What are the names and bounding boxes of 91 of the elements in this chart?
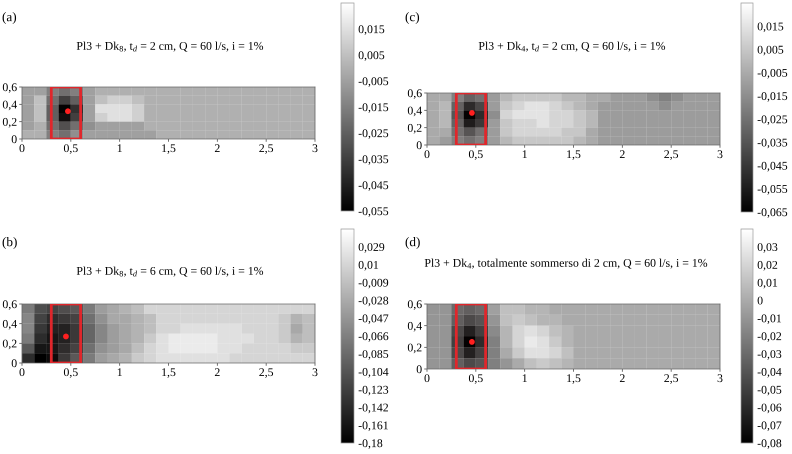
chart-subtitle: Pl3 + Dk$_{8}$, t$_{d}$ = 6 cm, Q = 60 l/s, i = 1%	[76, 266, 264, 277]
x-tick-label: 1,5	[162, 144, 176, 154]
x-tick-label: 0,5	[468, 150, 483, 160]
color-bar-label: -0,18	[358, 439, 382, 449]
color-bar-label: 0,015	[358, 25, 384, 35]
color-bar-label: -0,04	[758, 368, 782, 378]
chart-subtitle: Pl3 + Dk$_{4}$, totalmente sommerso di 2 cm, Q = 60 l/s, i = 1%	[424, 258, 708, 269]
x-tick-label: 2,5	[664, 374, 678, 384]
y-tick-label: 0,2	[2, 340, 16, 350]
color-bar-label: -0,035	[358, 155, 388, 165]
x-tick-label: 2	[214, 368, 220, 376]
color-bar-label: -0,025	[758, 115, 788, 126]
color-bar-label: 0,03	[758, 243, 778, 253]
color-bar-label: -0,08	[758, 439, 782, 449]
y-tick-label: 0,2	[408, 344, 422, 354]
color-bar-label: 0,015	[758, 22, 784, 32]
color-bar-label: 0,005	[358, 51, 384, 61]
x-tick-label: 2,5	[259, 144, 274, 154]
color-bar-label: -0,05	[758, 386, 782, 396]
color-bar-label: -0,045	[358, 181, 388, 191]
color-bar-label: -0,066	[358, 332, 388, 342]
color-bar-label: -0,005	[758, 68, 788, 79]
chart-subtitle: Pl3 + Dk$_{8}$, t$_{d}$ = 2 cm, Q = 60 l/s, i = 1%	[76, 42, 264, 52]
x-tick-label: 2	[620, 150, 625, 158]
x-tick-label: 1	[118, 368, 122, 376]
color-bar-label: 0,029	[358, 243, 384, 253]
x-tick-label: 0	[20, 144, 24, 152]
y-tick-label: 0,4	[408, 106, 422, 116]
color-bar-label: -0,009	[358, 278, 388, 288]
x-tick-label: 1	[522, 374, 527, 382]
color-bar-label: -0,045	[758, 162, 788, 172]
y-tick-label: 0,6	[408, 300, 422, 310]
color-bar-label: -0,015	[758, 92, 788, 102]
color-bar-label: -0,047	[358, 314, 388, 324]
x-tick-label: 1,5	[162, 368, 176, 378]
y-tick-label: 0,6	[2, 300, 17, 310]
y-tick-label: 0	[12, 135, 17, 144]
chart-title: (b)	[2, 237, 17, 249]
y-tick-label: 0	[12, 359, 17, 368]
color-bar-label: -0,035	[758, 138, 788, 148]
x-tick-label: 3	[718, 150, 722, 158]
color-bar-label: -0,055	[358, 207, 388, 217]
x-tick-label: 0,5	[64, 368, 78, 378]
chart-subtitle: Pl3 + Dk$_{4}$, t$_{d}$ = 2 cm, Q = 60 l/s, i = 1%	[478, 42, 666, 52]
x-tick-label: 1,5	[567, 374, 580, 384]
color-bar-label: -0,07	[758, 421, 782, 432]
y-tick-label: 0,2	[2, 118, 16, 128]
x-tick-label: 0	[424, 374, 430, 382]
color-bar-label: -0,02	[758, 332, 782, 342]
color-bar-label: 0,01	[358, 260, 378, 271]
x-tick-label: 2,5	[259, 368, 274, 378]
x-tick-label: 3	[312, 368, 318, 376]
color-bar-label: -0,161	[358, 421, 388, 432]
color-bar-label: -0,015	[358, 103, 388, 113]
color-bar-label: -0,123	[358, 386, 388, 396]
color-bar-label: -0,142	[358, 404, 388, 414]
color-bar-label: -0,055	[758, 185, 788, 195]
color-bar-label: -0,025	[358, 129, 388, 139]
y-tick-label: 0,4	[408, 322, 422, 332]
x-tick-label: 2,5	[664, 150, 678, 160]
color-bar-label: -0,085	[358, 350, 388, 360]
color-bar-label: -0,01	[758, 314, 782, 324]
color-bar-label: 0,02	[758, 260, 778, 271]
y-tick-label: 0,6	[408, 89, 422, 99]
color-bar-label: -0,005	[358, 77, 388, 87]
color-bar-label: 0	[758, 296, 763, 305]
color-bar-label: -0,06	[758, 404, 782, 414]
x-tick-label: 3	[718, 374, 722, 382]
color-bar-label: -0,03	[758, 350, 782, 360]
x-tick-label: 2	[214, 144, 220, 152]
y-tick-label: 0,2	[408, 124, 422, 134]
x-tick-label: 2	[620, 374, 625, 382]
chart-title: (c)	[406, 12, 420, 24]
x-tick-label: 0	[20, 368, 24, 376]
color-bar-label: -0,065	[758, 208, 788, 218]
chart-title: (d)	[406, 237, 420, 249]
x-tick-label: 0,5	[468, 374, 483, 384]
y-tick-label: 0,4	[2, 320, 17, 330]
color-bar-label: 0,005	[758, 46, 784, 56]
x-tick-label: 0,5	[64, 144, 78, 154]
color-bar-label: -0,028	[358, 296, 388, 306]
color-bar-label: -0,104	[358, 368, 388, 378]
x-tick-label: 3	[312, 144, 318, 152]
y-tick-label: 0,6	[2, 83, 17, 93]
x-tick-label: 0	[424, 150, 430, 158]
x-tick-label: 1,5	[567, 150, 580, 160]
y-tick-label: 0,4	[2, 100, 17, 110]
chart-title: (a)	[2, 12, 16, 24]
x-tick-label: 1	[118, 144, 122, 152]
x-tick-label: 1	[522, 150, 527, 158]
color-bar-label: 0,01	[758, 278, 778, 288]
